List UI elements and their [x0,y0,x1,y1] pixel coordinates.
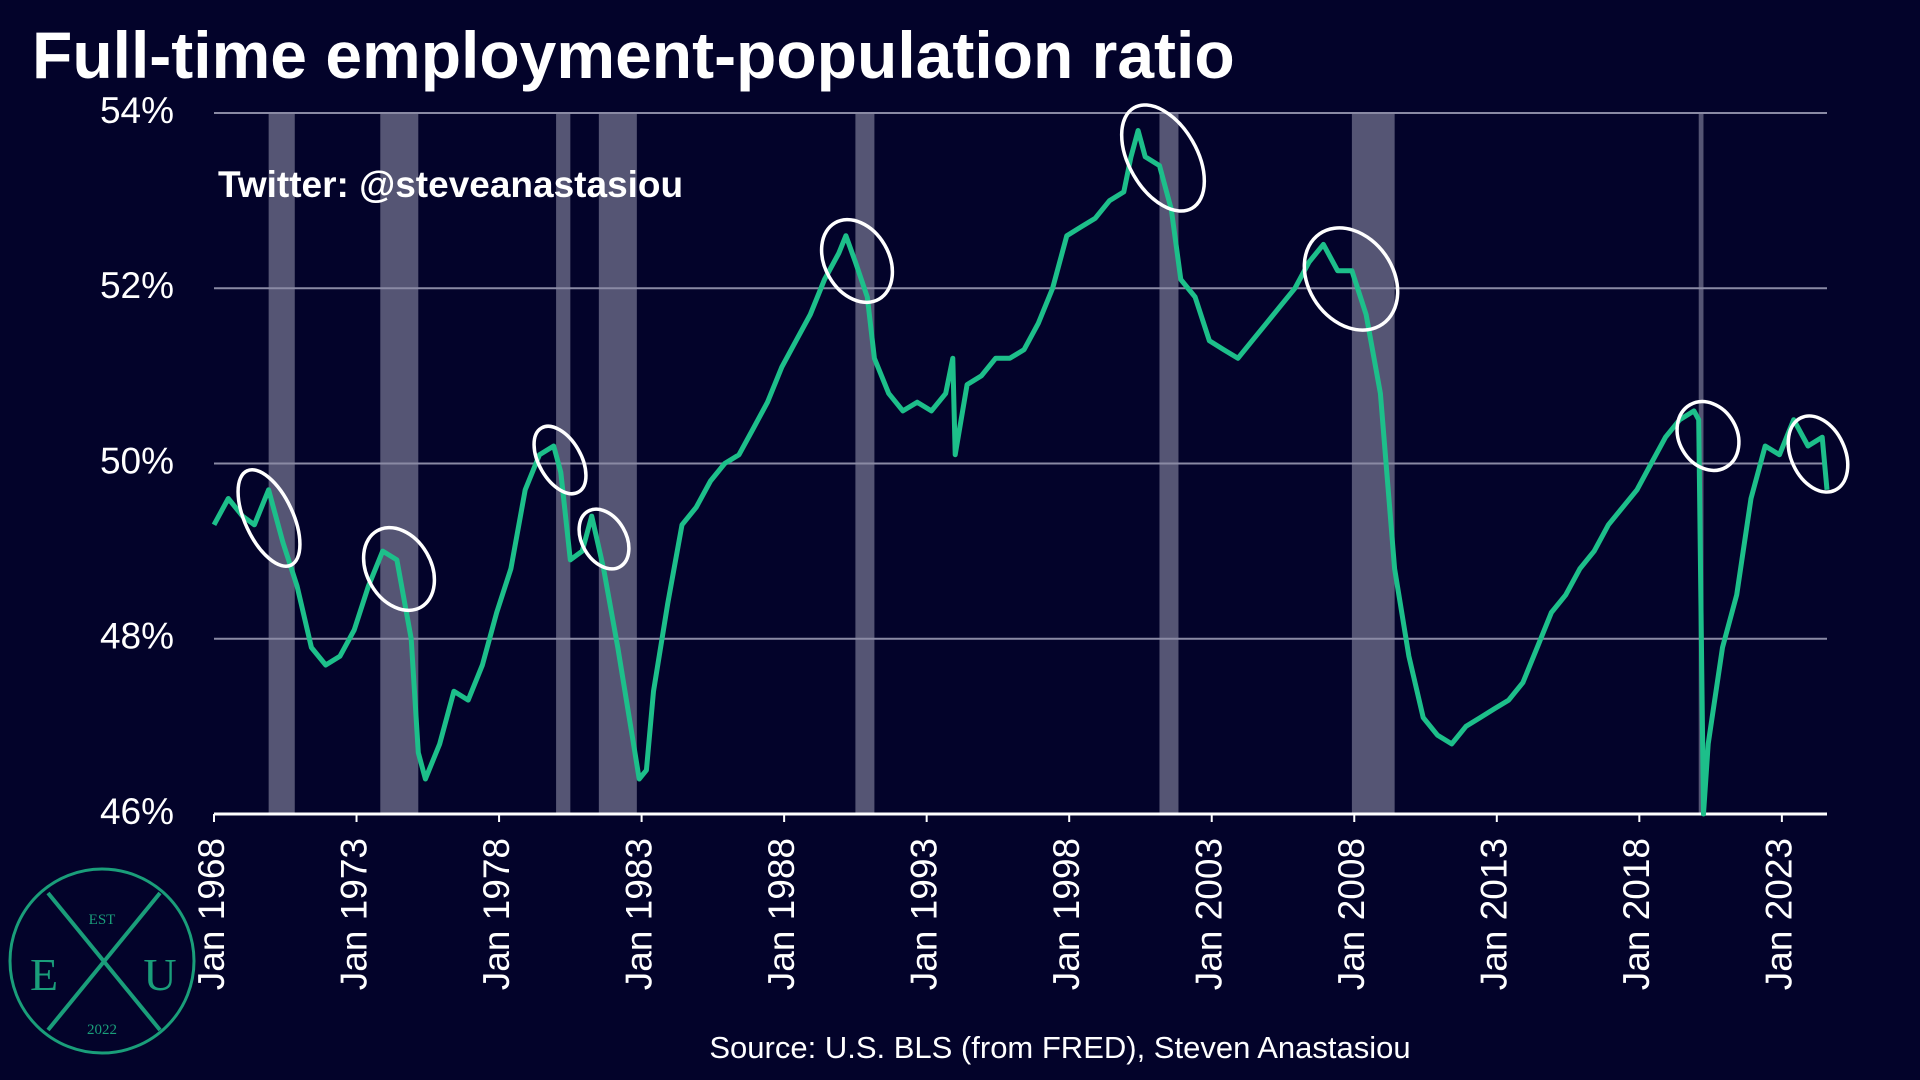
x-tick-label: Jan 1968 [191,838,232,990]
chart-title: Full-time employment-population ratio [32,18,1235,92]
highlight-ellipse [1675,399,1741,473]
x-tick-label: Jan 2003 [1189,838,1230,990]
highlight-ellipse [236,468,302,568]
source: Source: U.S. BLS (from FRED), Steven Ana… [709,1030,1410,1065]
y-tick-label: 50% [100,440,174,481]
highlight-ellipse [1119,103,1207,213]
logo-stroke [46,891,162,1032]
highlight-ellipse [1786,414,1850,494]
y-tick-label: 54% [100,90,174,131]
plot [211,128,1830,817]
x-tick-label: Jan 2013 [1474,838,1515,990]
x-tick-label: Jan 1988 [761,838,802,990]
x-tick-label: Jan 2008 [1331,838,1372,990]
grid: 46% 48% 50% 52% 54% Jan 1968 Jan 1973 Jan 1978 J… [100,90,1827,990]
x-tick-label: Jan 2023 [1759,838,1800,990]
x-tick-label: Jan 2018 [1616,838,1657,990]
y-tick-label: 52% [100,265,174,306]
x-tick-label: Jan 1978 [476,838,517,990]
logo-year: 2022 [87,1022,117,1038]
logo-ring [8,867,196,1055]
x-tick-label: Jan 1998 [1046,838,1087,990]
x-tick-label: Jan 1973 [333,838,374,990]
highlight-ellipse [532,424,588,496]
x-tick-label: Jan 1983 [618,838,659,990]
logo-u: U [143,949,176,1000]
logo: EST E U 2022 [8,867,196,1055]
highlight-ellipse [819,217,895,305]
series-line [211,128,1830,817]
annotation: Twitter: @steveanastasiou [218,164,683,205]
highlights [236,103,1850,613]
logo-e: E [30,949,58,1000]
y-tick-label: 46% [100,791,174,832]
logo-est: EST [89,912,116,928]
x-tick-label: Jan 1993 [903,838,944,990]
highlight-ellipse [577,507,631,571]
highlight-ellipse [361,525,437,613]
highlight-ellipse [1302,226,1400,332]
y-tick-label: 48% [100,616,174,657]
